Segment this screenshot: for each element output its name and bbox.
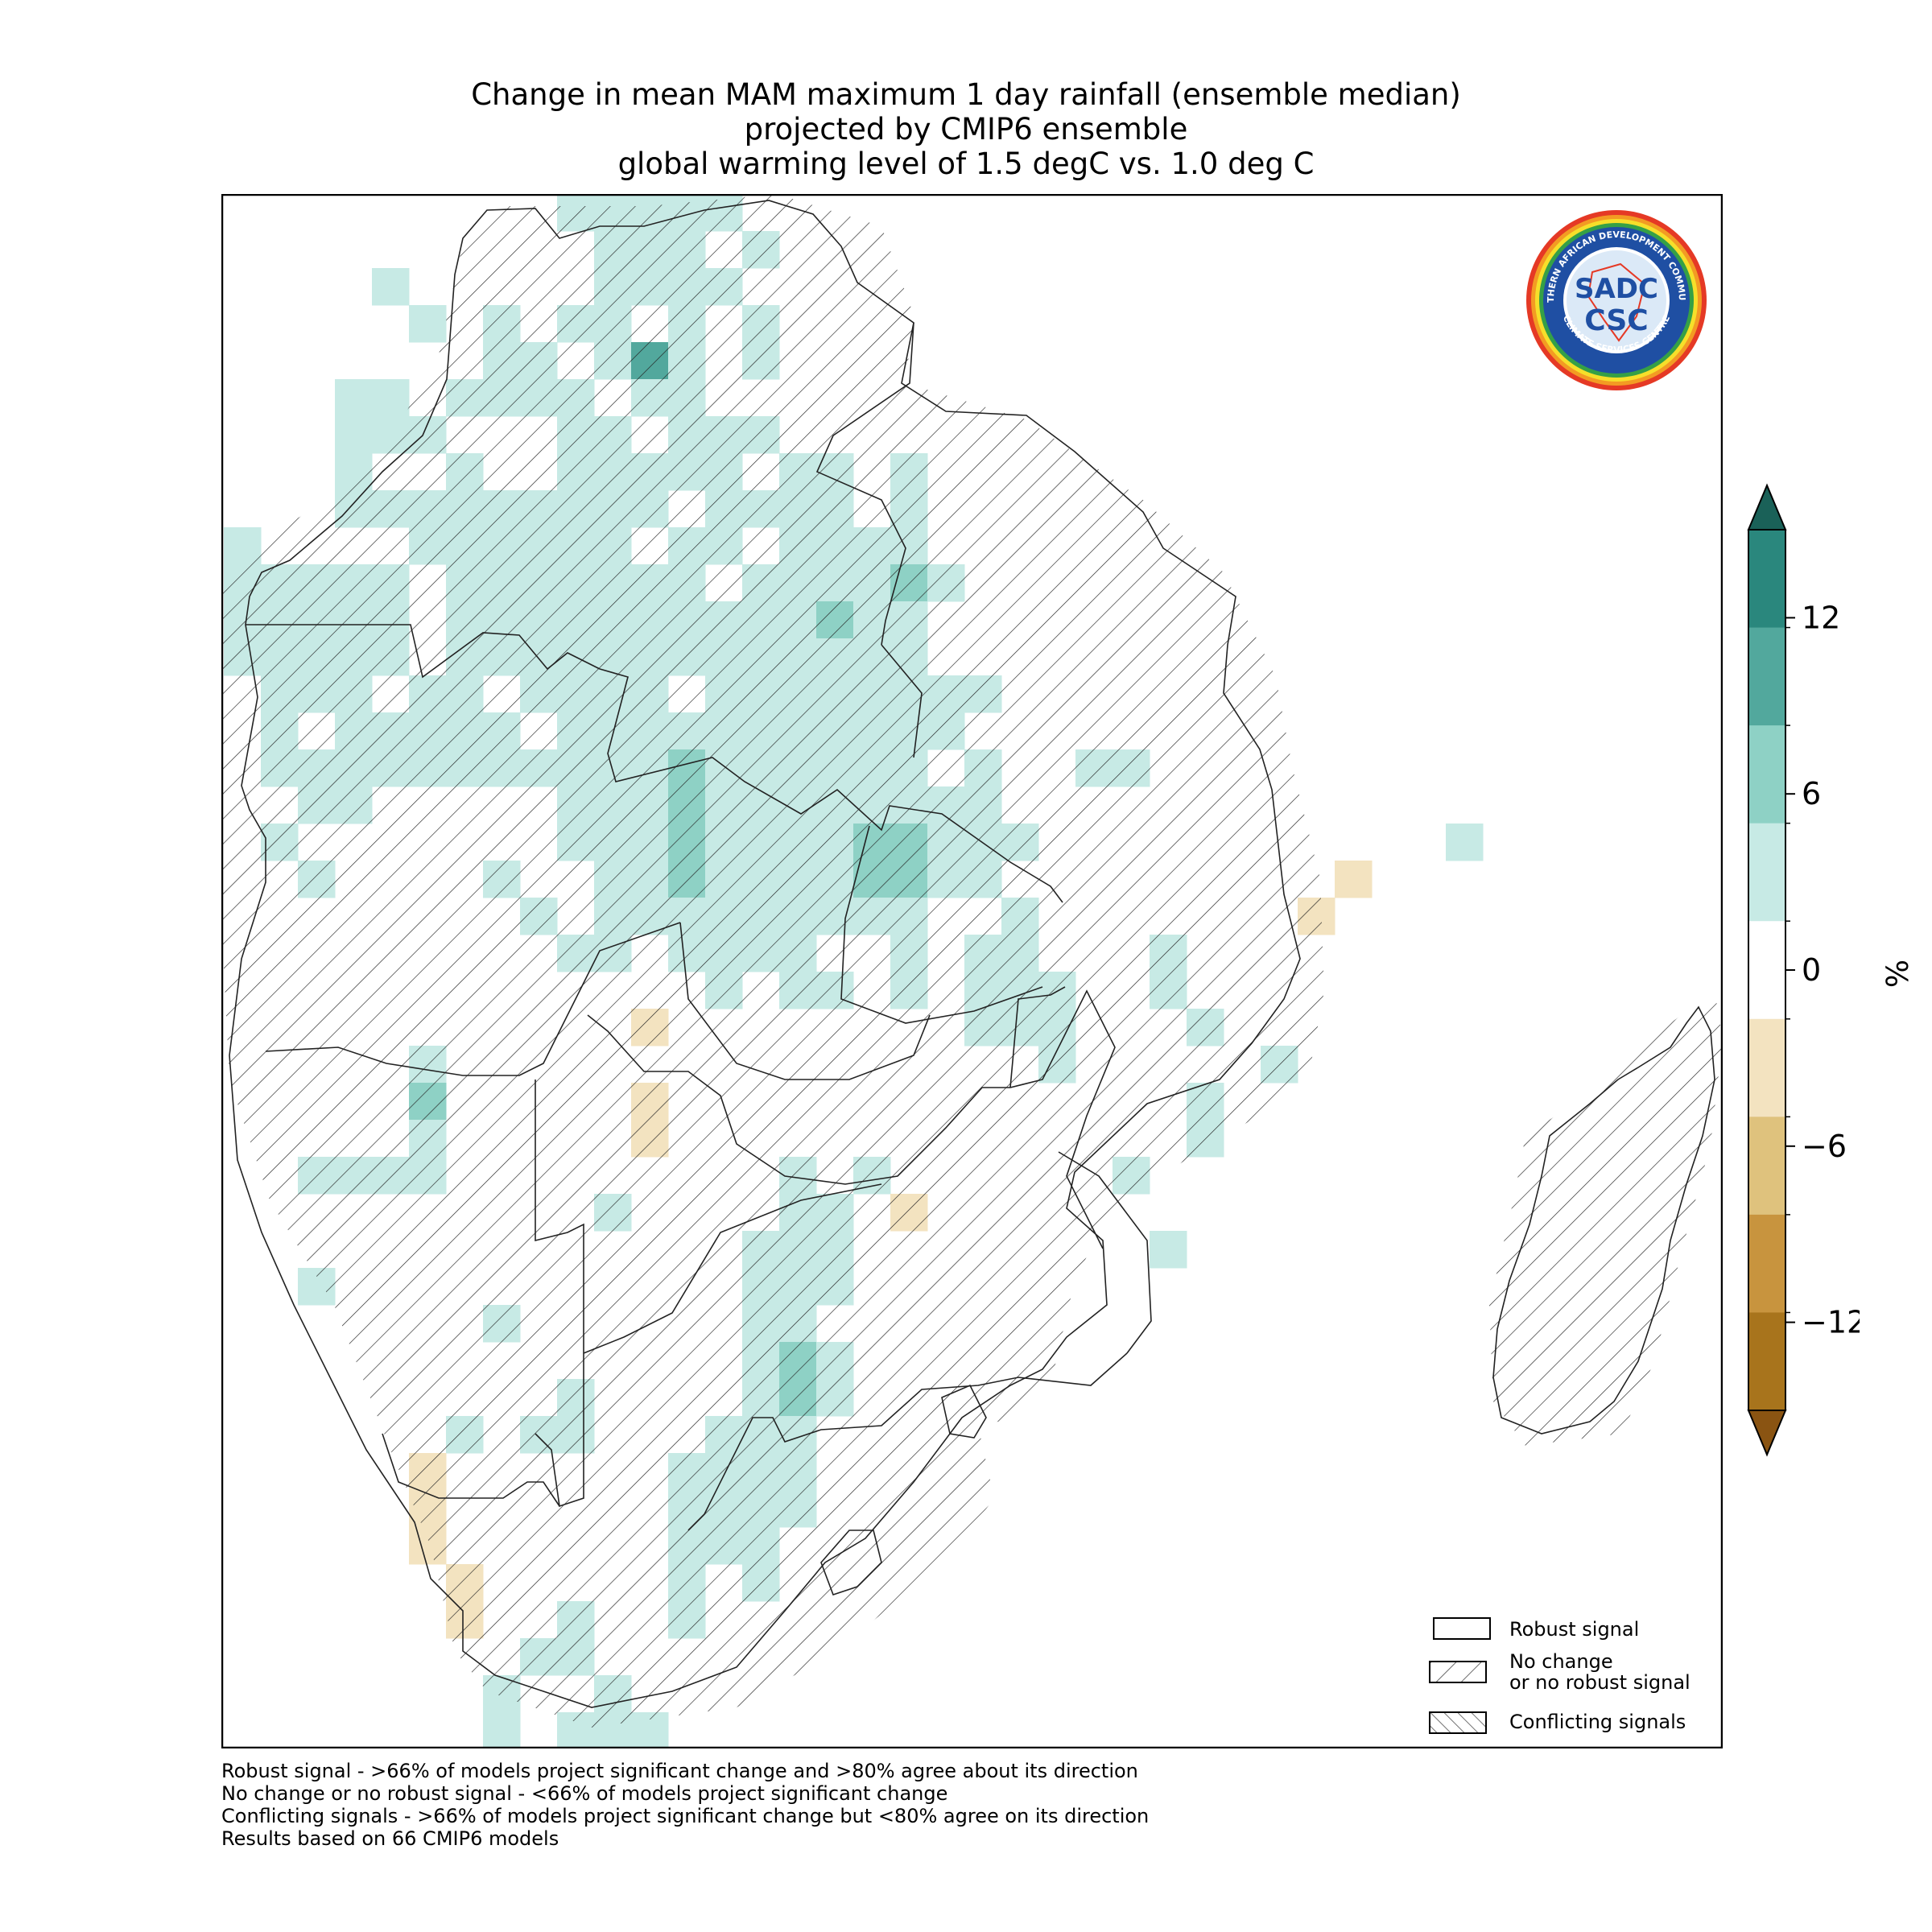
border-segment [246, 624, 601, 679]
border-segment [679, 922, 931, 1080]
border-segment [815, 322, 914, 646]
colorbar-bin [1748, 530, 1785, 629]
border-segment [265, 922, 681, 1076]
grid-cell [409, 305, 447, 343]
title-line-2: projected by CMIP6 ensemble [744, 112, 1188, 147]
colorbar-bins [1748, 530, 1785, 1411]
border-segment [881, 644, 923, 758]
border-segment [1009, 986, 1066, 1088]
footnotes: Robust signal - >66% of models project s… [221, 1760, 1149, 1850]
legend-swatch-robust [1433, 1617, 1491, 1640]
legend-label-no-change-2: or no robust signal [1509, 1671, 1690, 1694]
hatch-legend: Robust signal No change or no robust sig… [1429, 1611, 1719, 1740]
border-segment [583, 1183, 882, 1354]
colorbar-bin [1748, 823, 1785, 922]
title-line-3: global warming level of 1.5 degC vs. 1.0… [617, 147, 1315, 181]
map-svg [221, 194, 1723, 1748]
map-frame-border [221, 194, 1723, 1748]
logo-mark-bottom: CSC [1584, 304, 1648, 337]
colorbar-arrow-top [1747, 483, 1787, 530]
grid-cell [1335, 861, 1373, 898]
legend-swatch-no-change [1429, 1661, 1487, 1683]
no-robust-signal-hatching [221, 194, 1723, 1728]
eswatini-border [941, 1384, 987, 1439]
footnote-model-count: Results based on 66 CMIP6 models [221, 1827, 559, 1850]
legend-swatch-conflicting [1429, 1711, 1487, 1734]
grid-cell [1446, 824, 1484, 861]
sadc-csc-logo: SADC CSC SOUTHERN AFRICAN DEVELOPMENT CO… [1524, 208, 1707, 390]
madagascar-coastline [1492, 1005, 1715, 1435]
colorbar-unit-label: % [1880, 959, 1916, 989]
border-segment [1058, 1151, 1152, 1354]
lesotho-border [820, 1530, 882, 1596]
colorbar-tick-label: 12 [1802, 600, 1840, 635]
footnote-conflicting: Conflicting signals - >66% of models pro… [221, 1805, 1150, 1827]
colorbar-tick-label: −6 [1802, 1129, 1847, 1164]
grid-cell [372, 379, 410, 417]
footnote-no-change: No change or no robust signal - <66% of … [221, 1782, 948, 1805]
logo-mark-top: SADC [1575, 273, 1658, 305]
footnote-robust: Robust signal - >66% of models project s… [221, 1760, 1138, 1782]
grid-cell [1150, 1231, 1187, 1269]
border-segment [840, 825, 1043, 1024]
colorbar-tick-label: 6 [1802, 776, 1821, 811]
legend-label-no-change-1: No change [1509, 1650, 1613, 1673]
hatch-mainland [221, 194, 1324, 1728]
colorbar: 12 6 0 −6 −12 [1747, 483, 1860, 1457]
legend-label-robust: Robust signal [1509, 1618, 1640, 1641]
grid-cell [335, 379, 373, 417]
grid-cell [372, 268, 410, 306]
colorbar-tick-label: −12 [1802, 1305, 1860, 1340]
title-line-1: Change in mean MAM maximum 1 day rainfal… [471, 77, 1461, 112]
border-segment [599, 668, 1063, 903]
africa-coastline [229, 200, 1301, 1708]
border-segment [1009, 989, 1116, 1249]
legend-label-no-change: No change or no robust signal [1509, 1651, 1690, 1693]
chart-title: Change in mean MAM maximum 1 day rainfal… [0, 77, 1932, 181]
colorbar-bin [1748, 1312, 1785, 1411]
hatch-madagascar [1489, 991, 1723, 1446]
border-segment [535, 1080, 584, 1508]
border-segment [587, 1014, 1010, 1185]
colorbar-bin [1748, 1117, 1785, 1216]
colorbar-bin [1748, 1018, 1785, 1117]
colorbar-tick-label: 0 [1802, 952, 1821, 988]
country-borders [229, 200, 1715, 1708]
border-segment [382, 1433, 560, 1507]
colorbar-arrow-bottom [1747, 1410, 1787, 1457]
grid-cell [335, 416, 373, 454]
legend-label-conflicting: Conflicting signals [1509, 1711, 1686, 1733]
colorbar-bin [1748, 627, 1785, 726]
colorbar-bin [1748, 1214, 1785, 1313]
grid-cell [483, 1712, 521, 1748]
colorbar-bin [1748, 921, 1785, 1020]
border-segment [687, 1352, 1128, 1531]
map-panel: SADC CSC SOUTHERN AFRICAN DEVELOPMENT CO… [221, 194, 1723, 1748]
colorbar-ticks: 12 6 0 −6 −12 [1785, 600, 1860, 1340]
colorbar-bin [1748, 725, 1785, 824]
